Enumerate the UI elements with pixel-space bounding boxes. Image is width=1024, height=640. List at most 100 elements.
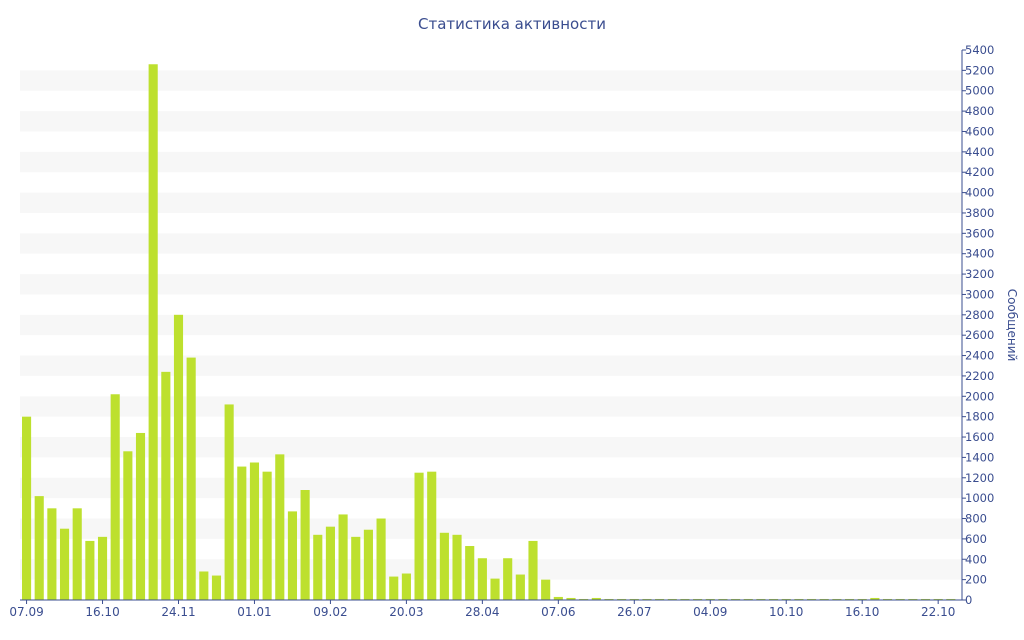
- x-tick-label: 07.09: [9, 605, 43, 619]
- bar: [313, 534, 323, 600]
- y-axis-ticks: 0 200 400 600 800 1000 1200 1400 1600 1800 2000 220…: [962, 43, 994, 607]
- bar: [135, 432, 146, 600]
- bar: [262, 471, 272, 600]
- bar: [870, 597, 880, 600]
- bar: [224, 404, 234, 600]
- bar: [47, 508, 57, 600]
- bar: [667, 598, 677, 600]
- grid-band: [20, 111, 962, 132]
- y-tick-label: 5200: [965, 63, 994, 77]
- x-tick-label: 20.03: [389, 605, 423, 619]
- bar: [477, 558, 487, 600]
- y-tick-label: 0: [965, 593, 972, 607]
- grid-band: [20, 233, 962, 254]
- bar: [427, 471, 437, 600]
- y-tick-label: 3400: [965, 247, 994, 261]
- x-tick-label: 10.10: [769, 605, 803, 619]
- x-tick-label: 28.04: [465, 605, 499, 619]
- bar: [920, 598, 931, 600]
- bars: [22, 64, 956, 600]
- bar: [515, 574, 525, 600]
- bar: [579, 598, 589, 600]
- bar: [756, 598, 766, 600]
- bar: [110, 394, 120, 600]
- bar: [148, 64, 158, 600]
- bar: [123, 451, 133, 600]
- x-axis-ticks: 07.09 16.10 24.11 01.01 09.02 20.03 28.04 07.06…: [9, 600, 955, 619]
- y-tick-label: 2800: [965, 308, 994, 322]
- bar: [844, 598, 855, 600]
- x-tick-label: 24.11: [161, 605, 195, 619]
- bar: [439, 532, 449, 600]
- bar: [541, 579, 551, 600]
- grid-band: [20, 355, 962, 376]
- y-tick-label: 1400: [965, 450, 994, 464]
- chart-title: Статистика активности: [418, 15, 606, 33]
- bar: [680, 598, 690, 600]
- grid-bands: [20, 70, 962, 580]
- y-tick-label: 4800: [965, 104, 994, 118]
- y-tick-label: 4400: [965, 145, 994, 159]
- y-tick-label: 3200: [965, 267, 994, 281]
- bar: [401, 573, 411, 600]
- y-tick-label: 1600: [965, 430, 994, 444]
- x-tick-label: 16.10: [845, 605, 879, 619]
- y-tick-label: 5000: [965, 84, 994, 98]
- grid-band: [20, 151, 962, 173]
- bar: [376, 518, 386, 600]
- y-tick-label: 2400: [965, 349, 994, 363]
- bar: [617, 598, 627, 600]
- bar: [655, 598, 665, 600]
- x-tick-label: 22.10: [921, 605, 955, 619]
- bar: [566, 597, 576, 600]
- bar: [34, 496, 44, 600]
- bar: [351, 536, 361, 600]
- bar: [908, 598, 918, 600]
- bar: [819, 598, 829, 600]
- y-tick-label: 400: [965, 552, 987, 566]
- y-tick-label: 2200: [965, 369, 994, 383]
- y-tick-label: 3600: [965, 226, 994, 240]
- bar: [490, 578, 500, 600]
- y-tick-label: 3000: [965, 287, 994, 301]
- bar: [199, 571, 209, 600]
- bar: [591, 597, 601, 600]
- y-tick-label: 4200: [965, 165, 994, 179]
- bar: [452, 534, 462, 600]
- x-tick-label: 01.01: [237, 605, 271, 619]
- bar: [237, 466, 247, 600]
- bar: [338, 514, 348, 600]
- bar: [705, 598, 715, 600]
- x-tick-label: 07.06: [541, 605, 575, 619]
- bar: [173, 314, 184, 600]
- y-tick-label: 2600: [965, 328, 994, 342]
- bar: [718, 598, 728, 600]
- bar: [693, 598, 703, 600]
- bar: [933, 598, 943, 600]
- bar: [363, 529, 373, 600]
- bar: [211, 575, 222, 600]
- bar: [503, 558, 513, 600]
- x-tick-label: 16.10: [85, 605, 119, 619]
- grid-band: [20, 274, 962, 295]
- bar: [72, 508, 82, 600]
- bar: [946, 598, 956, 600]
- bar: [287, 511, 298, 600]
- bar: [414, 472, 424, 600]
- grid-band: [20, 396, 962, 417]
- y-tick-label: 2000: [965, 389, 994, 403]
- y-tick-label: 1800: [965, 410, 994, 424]
- bar: [895, 598, 905, 600]
- bar: [769, 598, 779, 600]
- y-tick-label: 800: [965, 512, 987, 526]
- bar: [781, 598, 791, 600]
- bar: [161, 371, 171, 600]
- y-tick-label: 3800: [965, 206, 994, 220]
- x-tick-label: 26.07: [617, 605, 651, 619]
- x-tick-label: 04.09: [693, 605, 727, 619]
- bar: [553, 596, 563, 600]
- grid-band: [20, 70, 962, 91]
- bar: [807, 598, 817, 600]
- grid-band: [20, 437, 962, 458]
